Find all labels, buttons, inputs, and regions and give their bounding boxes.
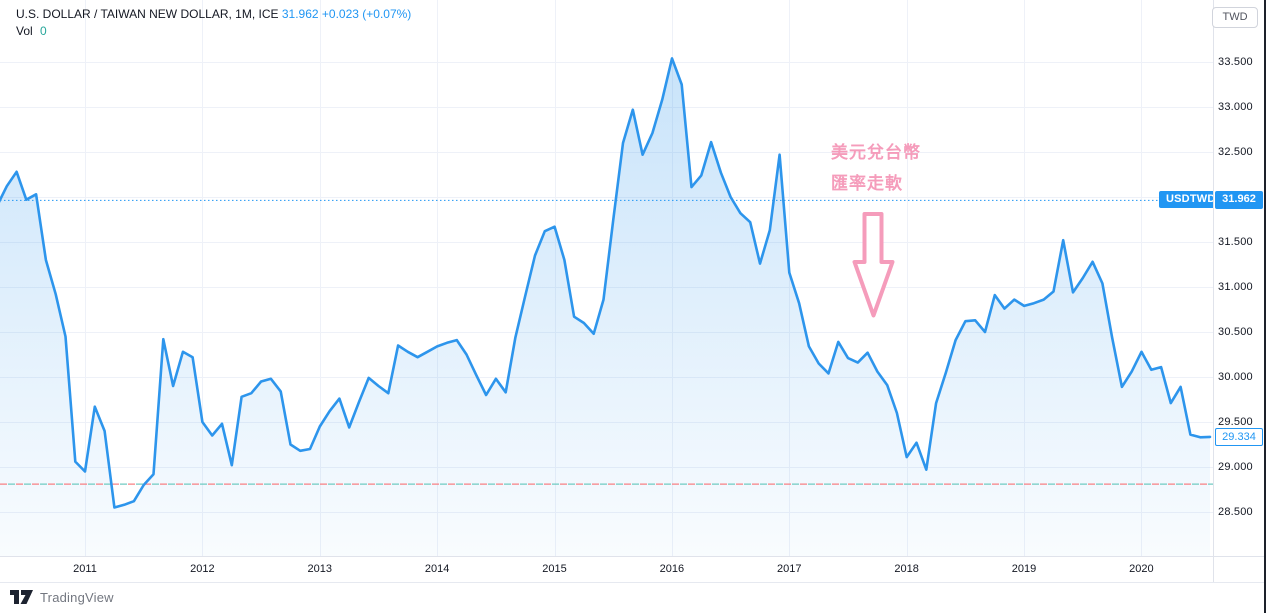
axis-corner-separator bbox=[1213, 556, 1214, 582]
v-gridline bbox=[906, 0, 908, 556]
currency-toggle-button[interactable]: TWD bbox=[1212, 7, 1258, 28]
h-gridline bbox=[0, 152, 1213, 153]
volume-value: 0 bbox=[40, 24, 47, 38]
year-tick-label: 2011 bbox=[73, 563, 97, 575]
last-price-box: 29.334 bbox=[1215, 427, 1263, 446]
h-gridline bbox=[0, 107, 1213, 108]
symbol-price-flag: USDTWD bbox=[1159, 191, 1213, 209]
text-annotation[interactable]: 美元兌台幣 匯率走軟 bbox=[831, 137, 921, 199]
h-gridline bbox=[0, 62, 1213, 63]
price-series-chart[interactable] bbox=[0, 0, 1213, 556]
year-tick-label: 2012 bbox=[190, 563, 215, 575]
price-tick-label: 31.500 bbox=[1218, 236, 1253, 248]
price-tick-label: 33.000 bbox=[1218, 101, 1253, 113]
window-right-border bbox=[1264, 0, 1266, 613]
bottom-separator bbox=[0, 582, 1264, 583]
chart-plot-area[interactable]: 美元兌台幣 匯率走軟 USDTWD U.S. DOLLAR / TAIWAN N… bbox=[0, 0, 1213, 556]
price-tick-label: 29.000 bbox=[1218, 461, 1253, 473]
v-gridline bbox=[437, 0, 439, 556]
legend-price: 31.962 bbox=[281, 7, 319, 21]
annotation-line2: 匯率走軟 bbox=[831, 174, 903, 193]
v-gridline bbox=[319, 0, 321, 556]
legend-symbol-row[interactable]: U.S. DOLLAR / TAIWAN NEW DOLLAR, 1M, ICE… bbox=[16, 6, 411, 23]
v-gridline bbox=[1141, 0, 1143, 556]
price-tick-label: 32.500 bbox=[1218, 146, 1253, 158]
year-tick-label: 2017 bbox=[777, 563, 802, 575]
h-gridline bbox=[0, 242, 1213, 243]
v-gridline bbox=[1024, 0, 1026, 556]
year-tick-label: 2015 bbox=[542, 563, 567, 575]
year-tick-label: 2016 bbox=[659, 563, 685, 575]
price-tick-label: 33.500 bbox=[1218, 56, 1253, 68]
v-gridline bbox=[85, 0, 86, 556]
price-tick-label: 28.500 bbox=[1218, 506, 1253, 518]
price-tick-label: 30.500 bbox=[1218, 326, 1253, 338]
year-tick-label: 2020 bbox=[1129, 563, 1154, 575]
series-area-fill bbox=[0, 58, 1210, 556]
time-axis[interactable]: 2011 2012 2013 2014 2015 2016 2017 2018 2019 2020 bbox=[0, 556, 1264, 582]
price-tick-label: 30.000 bbox=[1218, 371, 1253, 383]
symbol-title[interactable]: U.S. DOLLAR / TAIWAN NEW DOLLAR, 1M, ICE bbox=[16, 7, 279, 21]
price-tick-label: 31.000 bbox=[1218, 281, 1253, 293]
price-tick-label: 29.500 bbox=[1218, 416, 1253, 428]
current-price-box: 31.962 bbox=[1215, 191, 1263, 210]
tradingview-logo-icon bbox=[10, 590, 33, 604]
year-tick-label: 2014 bbox=[424, 563, 450, 575]
year-tick-label: 2013 bbox=[307, 563, 332, 575]
year-tick-label: 2018 bbox=[894, 563, 919, 575]
v-gridline bbox=[202, 0, 204, 556]
tradingview-logo-link[interactable]: TradingView bbox=[9, 589, 114, 605]
footer: TradingView bbox=[0, 583, 1264, 613]
tradingview-logo-text: TradingView bbox=[40, 589, 114, 605]
series-line bbox=[0, 57, 1212, 509]
legend: U.S. DOLLAR / TAIWAN NEW DOLLAR, 1M, ICE… bbox=[16, 6, 411, 40]
price-axis[interactable]: 31.962 29.334 33.50033.00032.50032.00031… bbox=[1213, 0, 1264, 556]
legend-volume-row[interactable]: Vol 0 bbox=[16, 23, 411, 40]
legend-change: +0.023 (+0.07%) bbox=[321, 7, 412, 21]
year-tick-label: 2019 bbox=[1011, 563, 1037, 575]
h-gridline bbox=[0, 197, 1213, 198]
down-arrow-annotation[interactable] bbox=[852, 212, 895, 318]
volume-label: Vol bbox=[16, 24, 33, 38]
annotation-line1: 美元兌台幣 bbox=[831, 143, 921, 162]
